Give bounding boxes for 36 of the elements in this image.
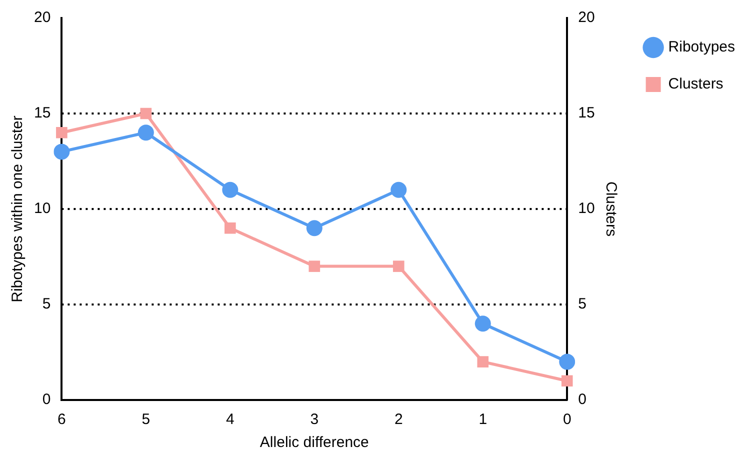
point (56, 126, 68, 138)
x-tick-label: 4 (226, 411, 234, 428)
x-tick-label: 6 (58, 411, 66, 428)
y2-tick-label: 20 (578, 9, 595, 26)
x-tick-label: 3 (310, 411, 319, 428)
x-tick-label: 2 (394, 411, 403, 428)
point (308, 260, 320, 272)
point (140, 108, 152, 120)
x-axis-title: Allelic difference (260, 434, 369, 452)
point (474, 316, 491, 332)
x-tick-label: 5 (142, 411, 150, 428)
y-axis-title: Ribotypes within one cluster (9, 116, 26, 302)
y2-tick-label: 10 (578, 200, 595, 218)
y-tick-label: 0 (42, 391, 51, 408)
y2-tick-label: 0 (578, 391, 586, 408)
point (222, 182, 238, 198)
point (477, 356, 489, 368)
y-tick-label: 5 (42, 296, 51, 313)
y-tick-label: 10 (34, 200, 51, 218)
x-tick-label: 0 (562, 411, 572, 428)
legend-label: Ribotypes (668, 38, 735, 56)
point (390, 182, 407, 198)
point (54, 144, 70, 160)
y2-tick-label: 5 (578, 296, 586, 313)
y2-tick-label: 15 (578, 104, 595, 122)
y-tick-label: 20 (34, 9, 51, 26)
y2-axis-title: Clusters (602, 181, 620, 237)
x-tick-label: 1 (478, 411, 488, 428)
legend-label: Clusters (668, 76, 724, 93)
point (138, 124, 154, 141)
point (306, 220, 322, 236)
y-tick-label: 15 (34, 104, 51, 122)
point (561, 375, 573, 387)
point (392, 260, 404, 272)
point (559, 354, 576, 370)
point (224, 222, 236, 234)
